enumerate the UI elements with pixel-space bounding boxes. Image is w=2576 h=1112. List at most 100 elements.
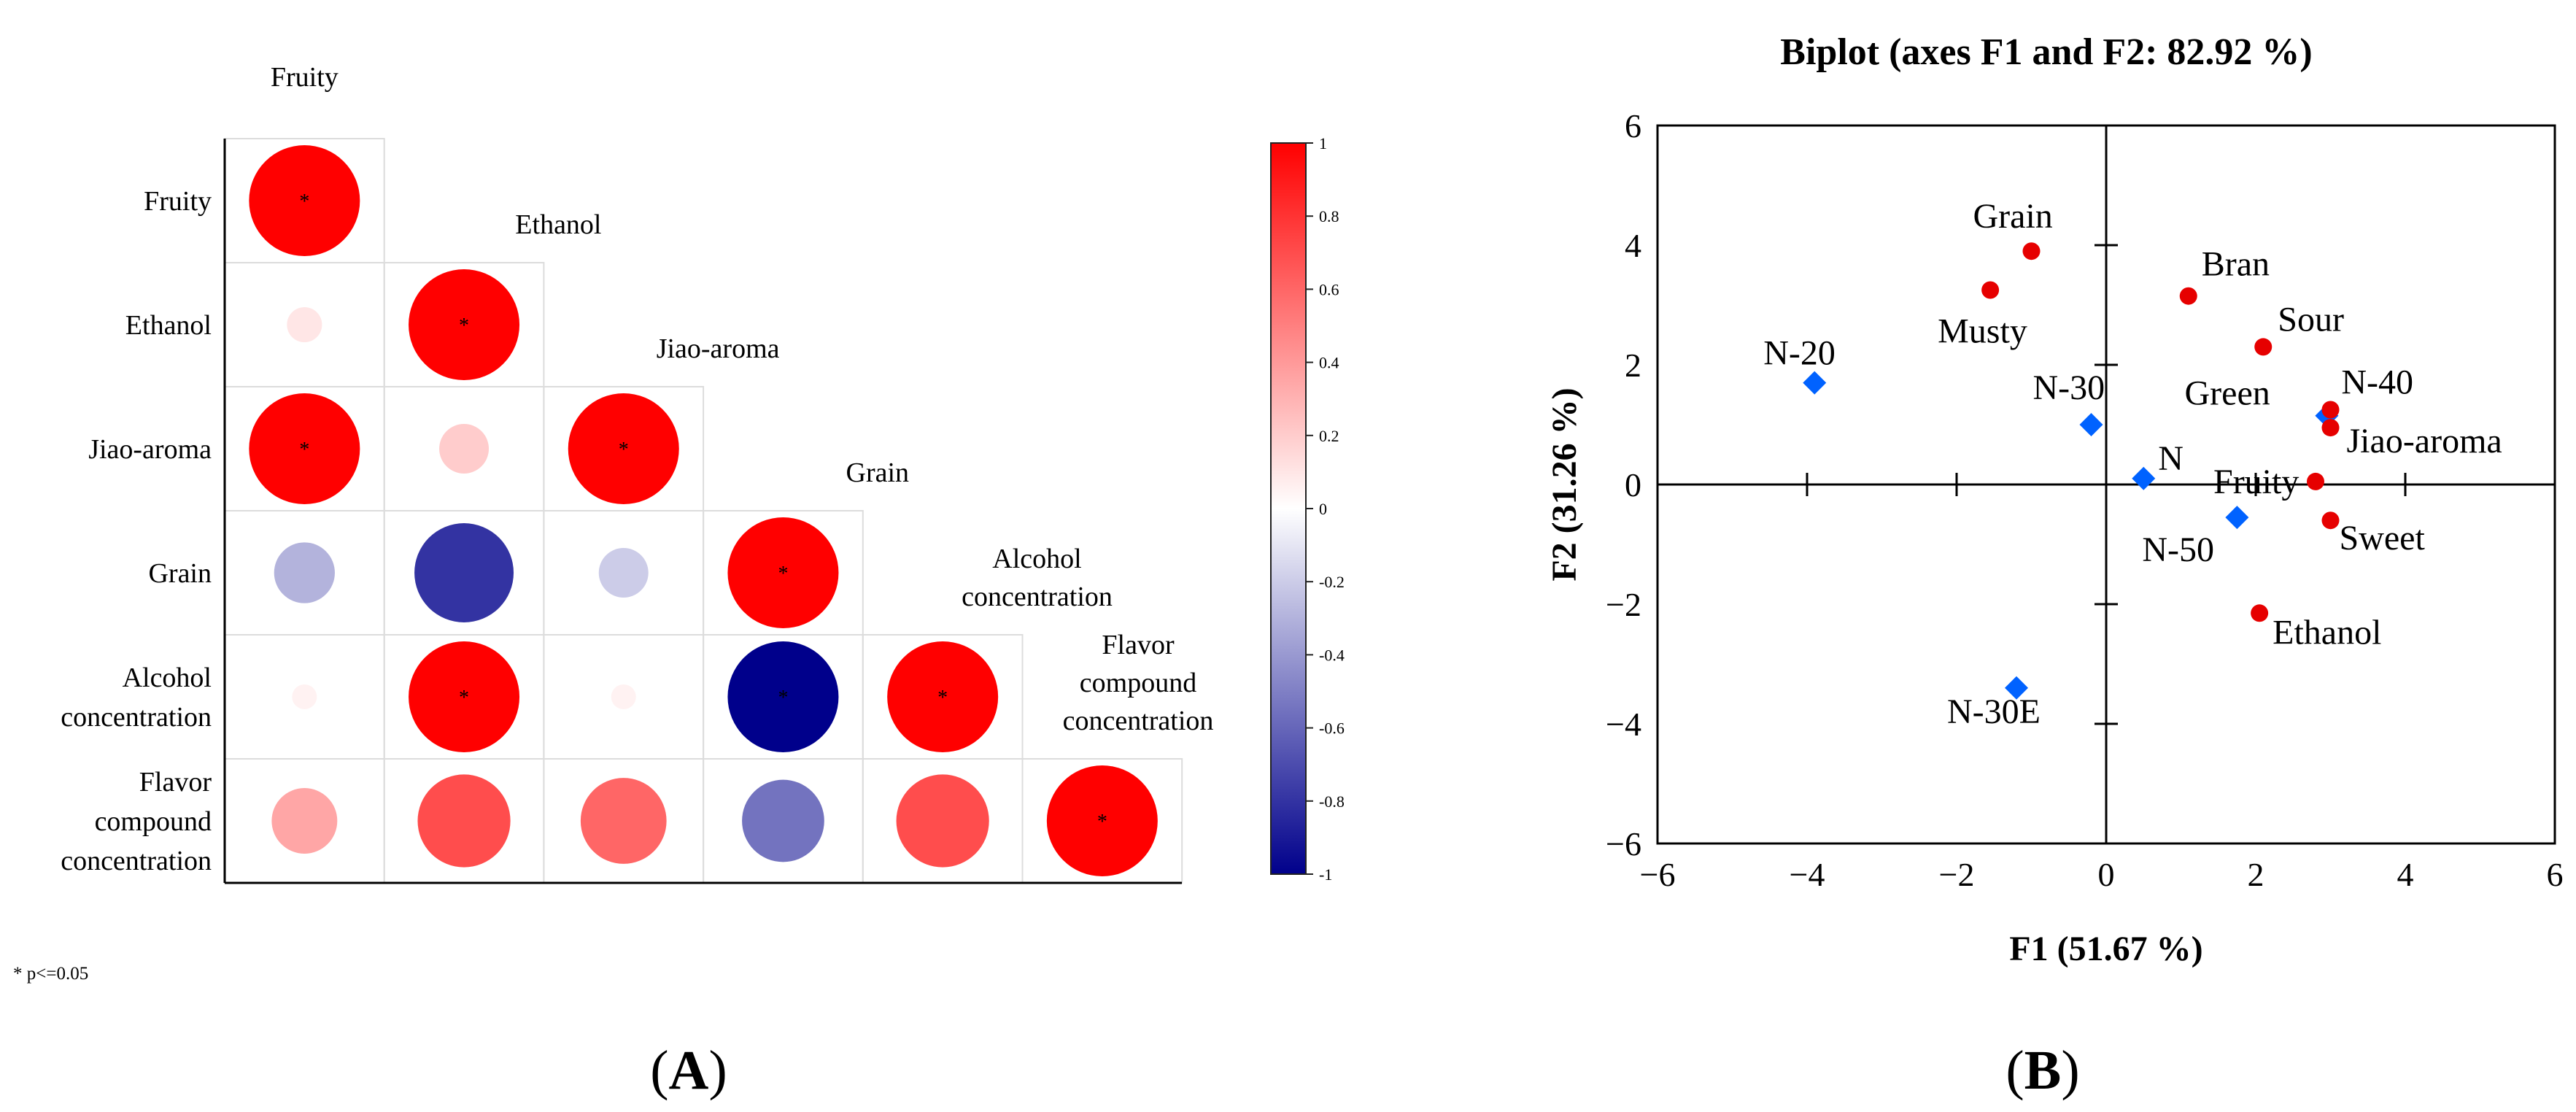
- y-tick-label: 0: [1625, 466, 1641, 503]
- corr-circle-5-0: [271, 788, 338, 854]
- x-tick-label: 2: [2248, 856, 2264, 893]
- biplot-origin-axes: [1658, 126, 2555, 843]
- x-tick-label: −4: [1790, 856, 1825, 893]
- corr-circle-5-3: [742, 779, 824, 862]
- point-label-sour: Sour: [2278, 300, 2344, 339]
- sample-point-n: [2132, 466, 2156, 490]
- point-label-ethanol: Ethanol: [2273, 613, 2381, 652]
- row-label-flavor-compound-concentration: Flavor compound concentration: [61, 767, 212, 876]
- diagonal-label-fruity: Fruity: [271, 62, 339, 93]
- correlation-heatmap-panel: * * * * * * * * * Fruity Ethanol Jiao-aroma Grain Al…: [13, 62, 1345, 984]
- sample-point-n-30: [2079, 413, 2103, 436]
- corr-circle-3-1: [414, 523, 514, 622]
- colorbar-gradient: [1270, 142, 1307, 875]
- biplot-points: [1803, 242, 2340, 700]
- attribute-point-sour: [2254, 338, 2273, 356]
- colorbar-tick-label: -0.2: [1319, 573, 1345, 591]
- panel-b-label: (B): [2006, 1040, 2079, 1101]
- significance-star: *: [778, 687, 788, 709]
- point-label-n-40: N-40: [2341, 363, 2413, 402]
- y-tick-label: −4: [1606, 706, 1641, 743]
- significance-star: *: [299, 439, 309, 461]
- colorbar-tick-label: 0: [1319, 500, 1327, 518]
- corr-circle-4-3: [727, 641, 839, 752]
- attribute-point-musty: [1981, 281, 2000, 299]
- significance-footnote: * p<=0.05: [13, 964, 88, 984]
- significance-star: *: [778, 563, 788, 585]
- biplot-panel: Biplot (axes F1 and F2: 82.92 %) −6 −4 −2 0…: [1545, 31, 2564, 968]
- diagonal-label-ethanol: Ethanol: [515, 209, 601, 240]
- point-label-sweet: Sweet: [2340, 519, 2426, 557]
- corr-circle-3-3: [727, 517, 839, 628]
- corr-circle-2-2: [568, 393, 679, 504]
- significance-star: *: [299, 190, 309, 213]
- x-axis-label: F1 (51.67 %): [2009, 930, 2202, 968]
- point-label-n-20: N-20: [1763, 334, 1836, 373]
- biplot-title: Biplot (axes F1 and F2: 82.92 %): [1780, 31, 2312, 73]
- y-tick-label: −6: [1606, 825, 1641, 862]
- corr-circle-1-0: [287, 306, 322, 343]
- y-tick-label: 2: [1625, 347, 1641, 384]
- corr-circle-0-0: [249, 145, 360, 256]
- corr-circle-3-0: [274, 542, 335, 603]
- colorbar-tick-label: -0.6: [1319, 719, 1345, 738]
- corr-circle-4-1: [409, 641, 520, 752]
- corr-circle-5-4: [896, 774, 989, 868]
- significance-star: *: [459, 687, 469, 709]
- row-label-alcohol-concentration: Alcohol concentration: [61, 663, 212, 733]
- y-tick-label: 4: [1625, 227, 1641, 264]
- y-axis-label: F2 (31.26 %): [1545, 387, 1584, 581]
- colorbar-ticks: 1 0.8 0.6 0.4 0.2 0 -0.2 -0.4 -0.6 -0.8 -1: [1306, 134, 1345, 884]
- row-labels: Fruity Ethanol Jiao-aroma Grain Alcohol conce…: [61, 186, 212, 876]
- colorbar-tick-label: 0.6: [1319, 280, 1339, 298]
- significance-star: *: [937, 687, 948, 709]
- corr-circle-5-5: [1046, 765, 1158, 876]
- colorbar-tick-label: 0.8: [1319, 207, 1339, 225]
- colorbar-tick-label: 0.4: [1319, 354, 1339, 372]
- corr-circle-4-4: [887, 641, 999, 752]
- y-tick-label: 6: [1625, 107, 1641, 144]
- diagonal-label-flavor-compound-concentration: Flavor compound concentration: [1063, 630, 1214, 736]
- corr-circle-1-1: [409, 269, 520, 380]
- colorbar-tick-label: 0.2: [1319, 427, 1339, 445]
- x-tick-label: 0: [2098, 856, 2115, 893]
- biplot-point-labels: N-20 N-30 N N-40 N-50 N-30E Grain Musty BranSour…: [1763, 197, 2502, 731]
- x-tick-label: −2: [1939, 856, 1975, 893]
- point-label-n-30e: N-30E: [1947, 692, 2041, 731]
- heatmap-circles: [249, 145, 1158, 876]
- panel-a-label: (A): [650, 1040, 727, 1101]
- row-label-jiao-aroma: Jiao-aroma: [88, 434, 212, 465]
- x-tick-label: −6: [1640, 856, 1676, 893]
- corr-circle-2-1: [439, 424, 490, 474]
- y-tick-label: −2: [1606, 586, 1641, 623]
- attribute-point-sweet: [2321, 511, 2340, 530]
- x-tick-label: 6: [2547, 856, 2564, 893]
- point-label-green: Green: [2185, 374, 2270, 413]
- significance-markers: * * * * * * * * *: [299, 190, 1107, 833]
- row-label-ethanol: Ethanol: [125, 310, 212, 341]
- point-label-n-50: N-50: [2142, 530, 2214, 569]
- point-label-fruity: Fruity: [2213, 463, 2299, 501]
- point-label-n-30: N-30: [2033, 368, 2105, 407]
- sample-point-n-30e: [2005, 676, 2028, 700]
- attribute-point-fruity: [2307, 472, 2324, 490]
- sample-point-n-20: [1803, 371, 1827, 395]
- colorbar-tick-label: -0.4: [1319, 646, 1345, 664]
- point-label-jiao-aroma: Jiao-aroma: [2347, 422, 2502, 460]
- point-label-bran: Bran: [2202, 245, 2270, 284]
- corr-circle-4-2: [611, 684, 636, 709]
- colorbar: 1 0.8 0.6 0.4 0.2 0 -0.2 -0.4 -0.6 -0.8 -1: [1270, 134, 1345, 884]
- attribute-point-ethanol: [2251, 604, 2269, 622]
- corr-circle-3-2: [598, 548, 649, 598]
- significance-star: *: [619, 439, 629, 461]
- diagonal-label-alcohol-concentration: Alcohol concentration: [962, 544, 1113, 612]
- significance-star: *: [1097, 811, 1107, 833]
- attribute-point-green: [2321, 401, 2340, 419]
- point-label-n: N: [2158, 439, 2184, 478]
- colorbar-tick-label: 1: [1319, 134, 1327, 152]
- row-label-grain: Grain: [148, 558, 212, 589]
- sample-point-n-50: [2225, 506, 2249, 530]
- biplot-ticks: [1806, 244, 2407, 725]
- corr-circle-5-1: [417, 774, 511, 868]
- colorbar-tick-label: -1: [1319, 865, 1332, 884]
